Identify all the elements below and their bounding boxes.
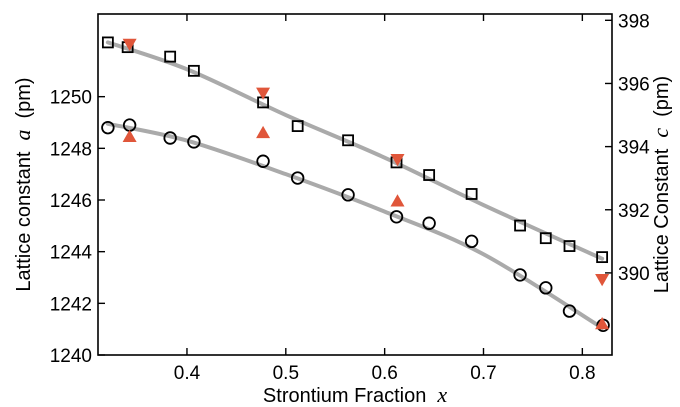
left-y-tick-label-1250: 1250: [50, 88, 92, 109]
data-point-circle-open-1: [101, 120, 115, 135]
data-point-circle-open-5: [256, 154, 270, 168]
plot-frame: [97, 13, 613, 356]
data-point-square-open-10: [465, 188, 478, 200]
data-point-circle-open-12: [539, 281, 553, 295]
data-point-triangle-down-1: [122, 38, 137, 51]
left-y-tick-label-1244: 1244: [50, 243, 93, 264]
data-point-triangle-down-3: [390, 153, 405, 167]
x-axis-label: Strontium Fraction x: [263, 382, 447, 407]
right-y-axis-label: Lattice Constant c (pm): [648, 76, 673, 293]
data-point-square-open-9: [423, 169, 436, 181]
data-point-triangle-up-2: [256, 125, 271, 139]
data-point-triangle-up-4: [595, 317, 610, 330]
right-y-tick-label-398: 398: [618, 11, 650, 32]
fit-line-right-axis: [105, 40, 605, 261]
data-point-square-open-1: [101, 36, 114, 49]
right-y-tick-label-392: 392: [618, 201, 650, 222]
right-y-axis-unit: (pm): [651, 76, 673, 117]
data-point-circle-open-4: [187, 135, 201, 149]
right-y-axis-variable: c: [648, 128, 673, 138]
x-tick-label-0.5: 0.5: [273, 363, 299, 384]
right-y-tick-label-396: 396: [618, 74, 650, 95]
x-tick-label-0.7: 0.7: [470, 363, 496, 384]
data-point-circle-open-10: [464, 234, 479, 249]
data-point-triangle-down-2: [256, 87, 271, 100]
left-y-tick-label-1246: 1246: [50, 191, 92, 212]
right-y-axis-label-text: Lattice Constant: [651, 148, 673, 293]
data-point-circle-open-3: [163, 131, 177, 145]
data-point-triangle-down-4: [595, 273, 610, 287]
data-point-circle-open-11: [513, 268, 527, 282]
data-point-circle-open-8: [389, 210, 404, 224]
axis-ticks: 0.4 0.5 0.6 0.7 0.8 1240 1242 1244 1246 1248 1250 3…: [50, 11, 650, 384]
data-point-square-open-11: [514, 219, 526, 232]
data-point-triangle-up-1: [122, 129, 137, 142]
data-point-circle-open-7: [341, 188, 355, 202]
data-point-square-open-7: [342, 134, 354, 147]
x-axis-label-text: Strontium Fraction: [263, 385, 426, 407]
x-tick-label-0.6: 0.6: [371, 363, 397, 384]
left-y-axis-label-text: Lattice constant: [13, 151, 35, 292]
data-point-square-open-6: [291, 120, 304, 132]
data-point-triangle-up-3: [390, 194, 405, 207]
fit-lines: [105, 40, 605, 330]
data-point-square-open-13: [563, 240, 576, 252]
left-y-tick-label-1240: 1240: [50, 346, 92, 367]
x-tick-label-0.8: 0.8: [569, 363, 595, 384]
left-y-axis-unit: (pm): [13, 77, 35, 118]
left-y-tick-label-1248: 1248: [50, 139, 92, 160]
data-point-circle-open-13: [562, 304, 577, 318]
right-y-tick-label-390: 390: [618, 264, 650, 285]
data-markers: [101, 36, 610, 332]
left-y-axis-label: Lattice constant a (pm): [10, 77, 35, 291]
x-tick-label-0.4: 0.4: [174, 363, 201, 384]
data-point-circle-open-9: [422, 216, 436, 230]
x-axis-variable: x: [436, 382, 447, 407]
data-point-square-open-14: [596, 251, 609, 264]
data-point-square-open-12: [539, 232, 552, 245]
right-y-tick-label-394: 394: [618, 138, 650, 159]
left-y-tick-label-1242: 1242: [50, 294, 92, 315]
data-point-circle-open-6: [290, 171, 305, 185]
fit-line-left-axis: [105, 121, 605, 330]
left-y-axis-variable: a: [10, 130, 35, 141]
data-point-square-open-3: [164, 50, 177, 63]
data-point-square-open-4: [187, 64, 200, 77]
